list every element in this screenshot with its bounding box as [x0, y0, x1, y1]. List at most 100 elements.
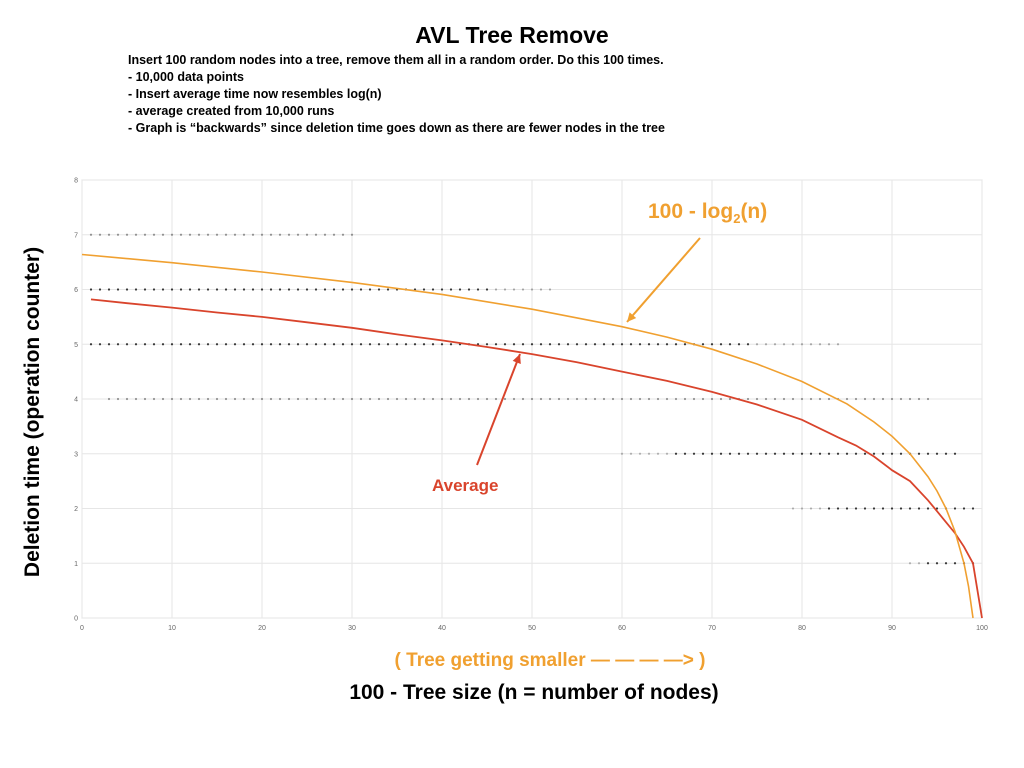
raw-point — [899, 452, 903, 455]
raw-point — [746, 397, 750, 401]
raw-point — [872, 507, 876, 510]
raw-point — [746, 452, 750, 455]
raw-point — [197, 397, 201, 401]
raw-point — [674, 343, 678, 346]
raw-point — [755, 452, 759, 455]
note-line: - Insert average time now resembles log(… — [128, 87, 382, 101]
raw-point — [827, 452, 831, 455]
raw-point — [89, 233, 93, 236]
raw-point — [791, 397, 795, 401]
raw-point — [143, 233, 147, 236]
raw-point — [809, 452, 813, 455]
raw-point — [260, 233, 264, 236]
raw-point — [854, 397, 858, 401]
raw-point — [170, 397, 174, 401]
raw-point — [557, 343, 561, 346]
raw-point — [422, 343, 426, 346]
raw-point — [638, 343, 642, 346]
x-tick-label: 30 — [348, 625, 356, 632]
raw-point — [935, 452, 939, 455]
raw-point — [845, 397, 849, 401]
raw-point — [323, 397, 327, 401]
raw-point — [296, 288, 300, 291]
raw-point — [935, 562, 939, 565]
raw-point — [548, 343, 552, 346]
raw-point — [611, 397, 615, 401]
raw-point — [782, 452, 786, 455]
raw-point — [440, 288, 444, 291]
raw-point — [638, 397, 642, 401]
raw-point — [449, 397, 453, 401]
raw-point — [107, 288, 111, 291]
raw-point — [629, 452, 633, 455]
raw-point — [719, 397, 723, 401]
raw-point — [782, 343, 786, 346]
raw-point — [494, 343, 498, 346]
raw-point — [854, 507, 858, 510]
raw-point — [359, 397, 363, 401]
annotation-arrows — [476, 237, 701, 466]
raw-point — [161, 233, 165, 236]
raw-point — [215, 288, 219, 291]
raw-point — [269, 397, 273, 401]
raw-point — [926, 452, 930, 455]
raw-point — [611, 343, 615, 346]
arrow-shaft — [476, 353, 521, 466]
raw-point — [125, 343, 129, 346]
raw-point — [161, 343, 165, 346]
note-line: - 10,000 data points — [128, 70, 245, 84]
raw-point — [341, 397, 345, 401]
x-tick-label: 70 — [708, 625, 716, 632]
raw-point — [242, 343, 246, 346]
raw-point — [548, 397, 552, 401]
raw-point — [251, 343, 255, 346]
raw-point — [539, 397, 543, 401]
raw-point — [512, 397, 516, 401]
raw-point — [125, 233, 129, 236]
raw-point — [422, 397, 426, 401]
y-axis-label: Deletion time (operation counter) — [21, 246, 44, 578]
raw-point — [341, 233, 345, 236]
x-tick-label: 60 — [618, 625, 626, 632]
arrow-head — [627, 312, 637, 322]
raw-point — [683, 452, 687, 455]
raw-point — [251, 233, 255, 236]
raw-point — [224, 233, 228, 236]
raw-points-row — [89, 288, 552, 291]
raw-point — [305, 233, 309, 236]
raw-point — [773, 452, 777, 455]
raw-point — [746, 343, 750, 346]
log-curve-annotation: 100 - log2(n) — [648, 200, 767, 226]
raw-point — [971, 507, 975, 510]
raw-point — [296, 397, 300, 401]
raw-point — [791, 343, 795, 346]
raw-point — [422, 288, 426, 291]
raw-point — [449, 343, 453, 346]
raw-point — [431, 397, 435, 401]
raw-point — [377, 288, 381, 291]
raw-point — [683, 343, 687, 346]
raw-point — [863, 397, 867, 401]
raw-point — [269, 343, 273, 346]
raw-point — [944, 452, 948, 455]
raw-point — [116, 233, 120, 236]
x-tick-label: 90 — [888, 625, 896, 632]
raw-point — [287, 343, 291, 346]
raw-point — [152, 343, 156, 346]
raw-point — [134, 397, 138, 401]
raw-point — [377, 397, 381, 401]
raw-point — [917, 562, 921, 565]
raw-point — [584, 397, 588, 401]
raw-point — [530, 343, 534, 346]
raw-point — [647, 397, 651, 401]
raw-point — [269, 233, 273, 236]
raw-point — [737, 452, 741, 455]
series-lines — [81, 253, 983, 619]
raw-point — [719, 343, 723, 346]
raw-point — [710, 397, 714, 401]
raw-point — [467, 397, 471, 401]
raw-point — [935, 507, 939, 510]
y-tick-label: 8 — [74, 178, 78, 185]
raw-point — [188, 397, 192, 401]
